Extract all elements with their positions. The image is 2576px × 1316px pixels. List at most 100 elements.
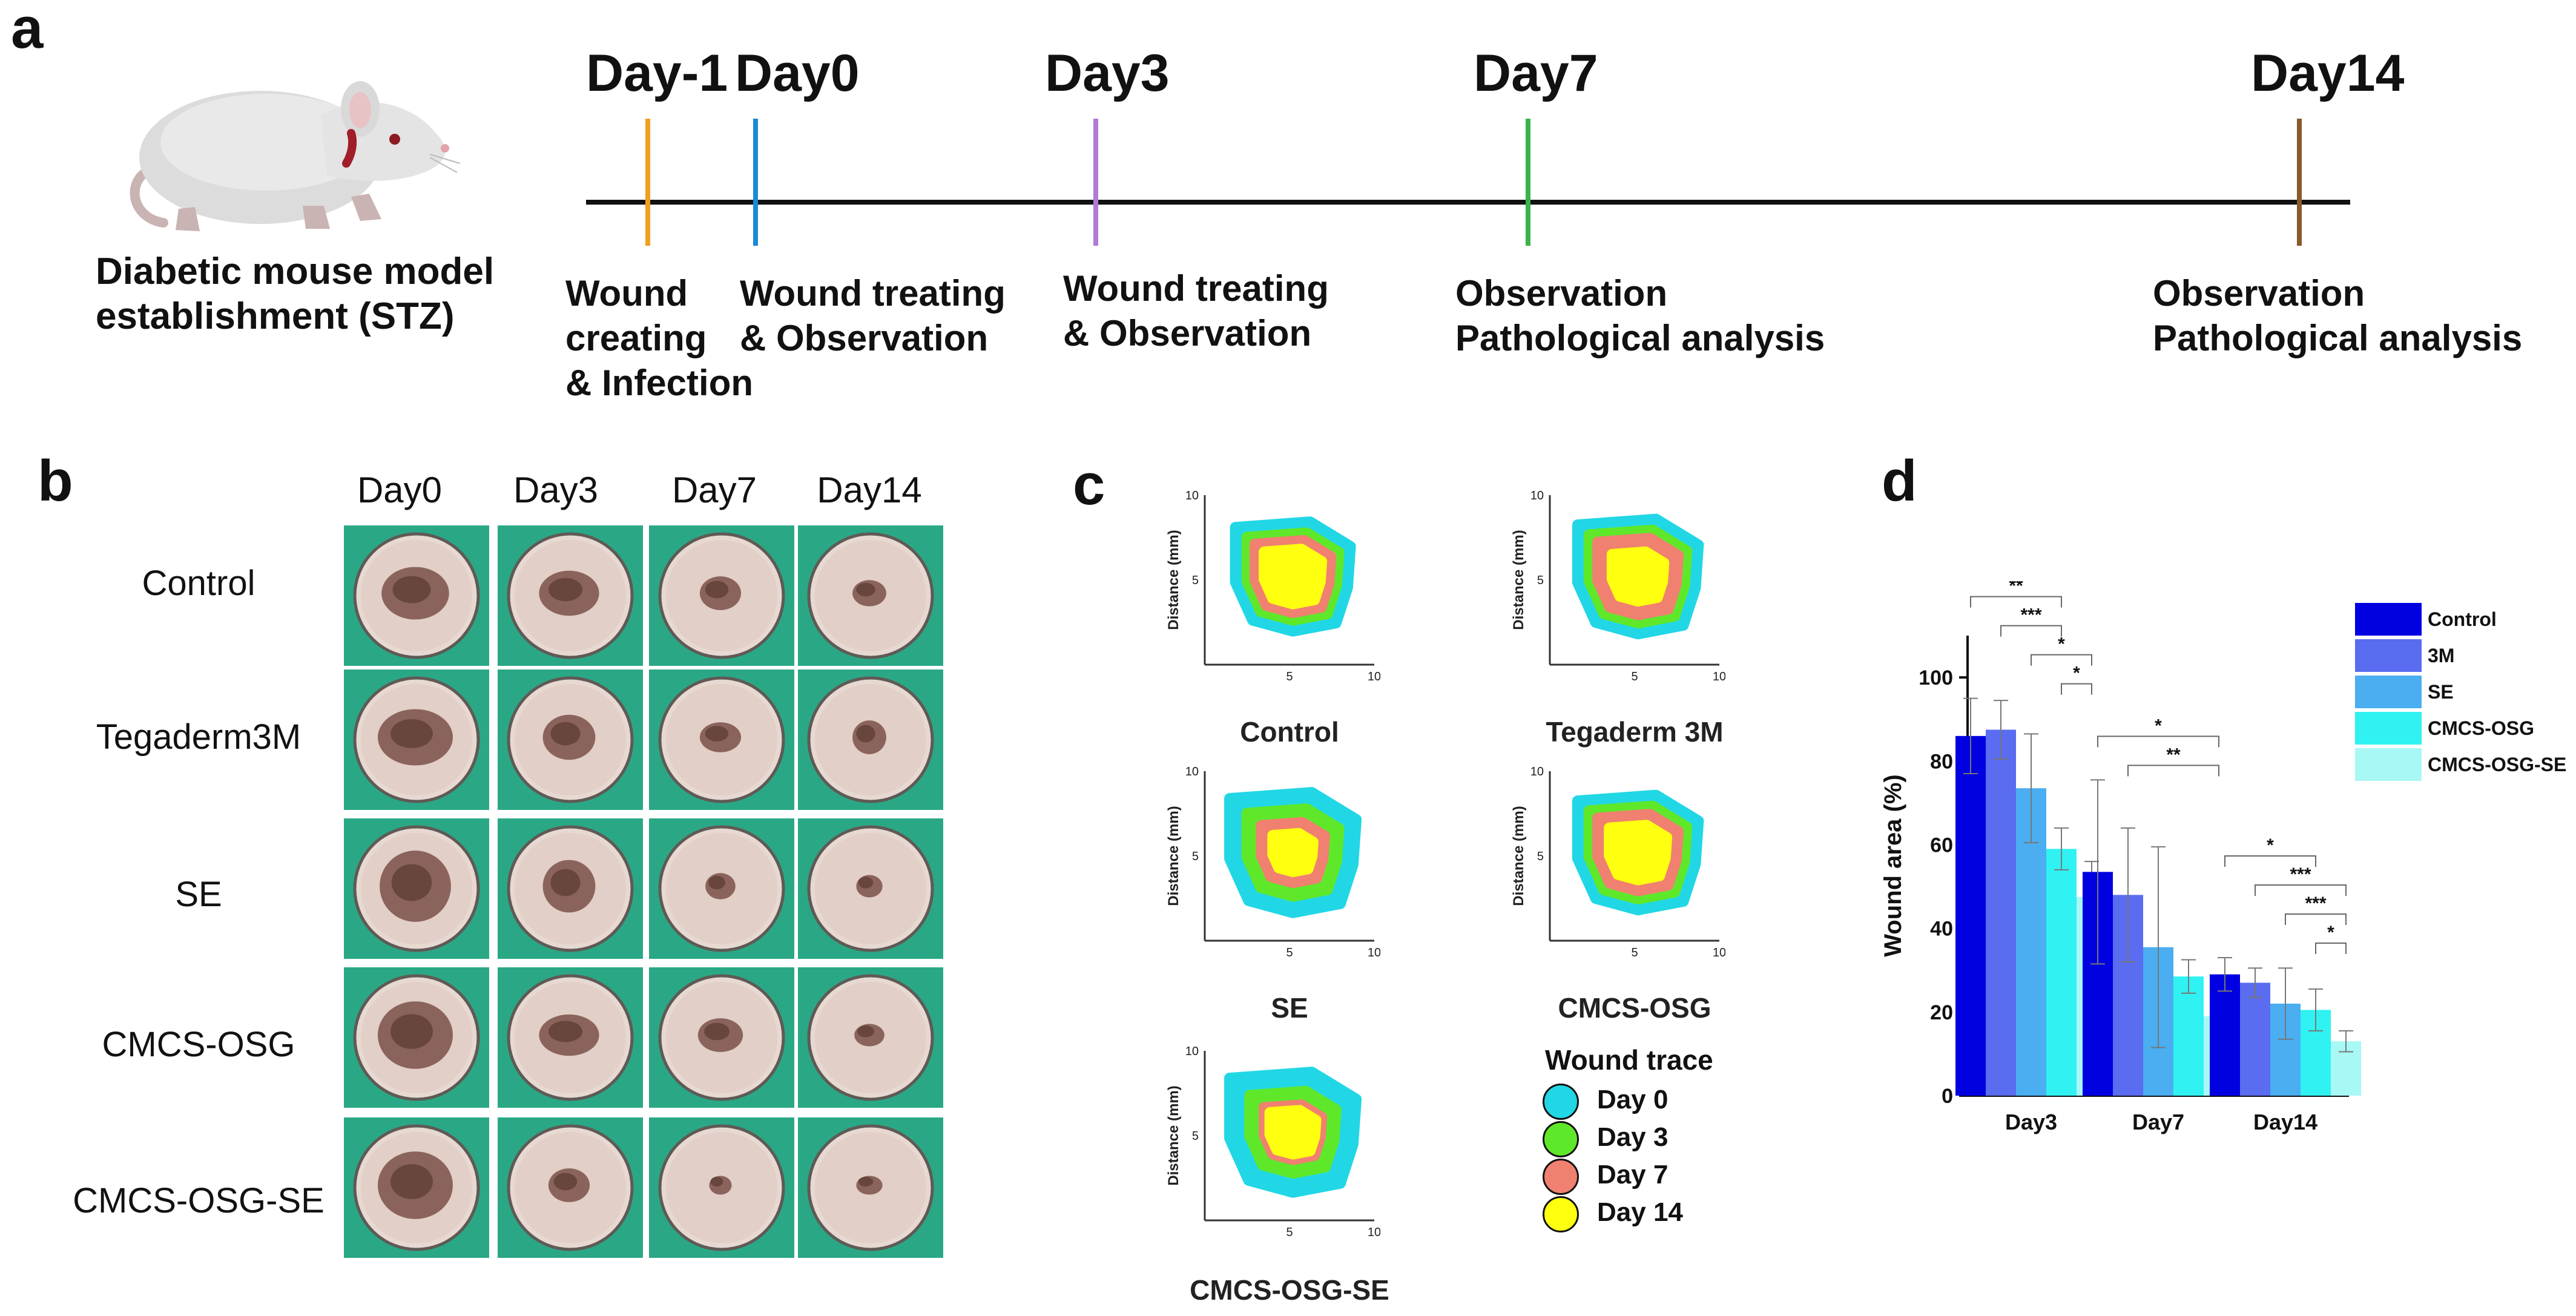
significance-label: * [2058, 634, 2065, 654]
y-axis-label: Wound area (%) [1880, 774, 1906, 957]
tick-day-m1 [645, 119, 650, 246]
significance-bracket [1970, 596, 2062, 608]
tick-day-7 [1526, 119, 1530, 246]
bar [1955, 735, 1986, 1096]
y-tick-label: 60 [1930, 834, 1953, 857]
significance-label: *** [2020, 605, 2041, 625]
wound-photo [649, 525, 794, 666]
trace-plot-name-cmcs-osg-se: CMCS-OSG-SE [1190, 1274, 1389, 1306]
col-header-day7: Day7 [671, 470, 757, 510]
day-label-7: Day7 [1474, 44, 1598, 102]
significance-bracket [2224, 855, 2316, 867]
event-day-14: Observation Pathological analysis [2153, 271, 2522, 361]
wound-photo [344, 525, 489, 666]
model-label-line1: Diabetic mouse model [96, 251, 495, 292]
significance-bracket [2031, 654, 2092, 666]
row-label-cmcs-osg-se: CMCS-OSG-SE [73, 1181, 324, 1220]
y-tick-label: 40 [1930, 918, 1953, 941]
wound-photo [649, 1117, 794, 1258]
significance-bracket [2127, 765, 2219, 777]
event-day-m1-line1: Wound [565, 273, 688, 314]
significance-bracket [2285, 913, 2347, 925]
significance-label: * [2327, 923, 2334, 943]
significance-bracket [2061, 683, 2092, 695]
wound-photo [798, 1117, 943, 1258]
wound-photo [344, 1117, 489, 1258]
event-day-0: Wound treating & Observation [740, 271, 1006, 361]
y-tick-label: 20 [1930, 1001, 1953, 1024]
svg-text:Distance (mm): Distance (mm) [1165, 1085, 1182, 1185]
wound-photo [649, 670, 794, 810]
wound-photo [498, 1117, 643, 1258]
legend-swatch [2355, 748, 2422, 781]
panel-label-d: d [1882, 449, 1917, 513]
trace-legend-swatch-day3 [1543, 1121, 1579, 1157]
event-day-7-line1: Observation [1455, 273, 1668, 314]
event-day-7-line2: Pathological analysis [1455, 318, 1825, 358]
svg-text:5: 5 [1286, 946, 1293, 959]
day-label-0: Day0 [735, 44, 860, 102]
svg-text:Distance (mm): Distance (mm) [1510, 806, 1527, 906]
trace-plot-name-se: SE [1271, 992, 1308, 1024]
svg-text:5: 5 [1631, 946, 1638, 959]
event-day-7: Observation Pathological analysis [1455, 271, 1825, 361]
x-tick-label: Day7 [2132, 1110, 2184, 1134]
svg-text:10: 10 [1368, 1226, 1380, 1239]
panel-label-c: c [1073, 452, 1105, 517]
svg-text:5: 5 [1192, 850, 1199, 863]
bar [2046, 849, 2077, 1096]
svg-text:5: 5 [1286, 1226, 1293, 1239]
wound-photo [649, 967, 794, 1108]
svg-text:Distance (mm): Distance (mm) [1165, 806, 1182, 906]
svg-text:10: 10 [1185, 489, 1199, 502]
bar [2173, 976, 2204, 1096]
significance-label: * [2073, 663, 2080, 683]
svg-text:10: 10 [1185, 1045, 1199, 1058]
significance-bracket [2315, 943, 2347, 954]
wound-photo [798, 967, 943, 1108]
svg-text:Distance (mm): Distance (mm) [1510, 530, 1527, 630]
significance-bracket [2097, 735, 2219, 748]
trace-legend-swatch-day0 [1543, 1084, 1579, 1120]
svg-text:5: 5 [1631, 670, 1638, 683]
trace-legend-title: Wound trace [1545, 1044, 1713, 1076]
legend-swatch [2355, 676, 2422, 708]
svg-text:10: 10 [1185, 765, 1199, 778]
trace-plot-name-control: Control [1240, 716, 1339, 748]
svg-text:10: 10 [1530, 489, 1544, 502]
trace-legend-label-day3: Day 3 [1597, 1122, 1668, 1152]
svg-text:5: 5 [1537, 850, 1544, 863]
event-day-m1-line2: creating [565, 318, 707, 358]
tick-day-14 [2297, 119, 2302, 246]
row-label-cmcs-osg: CMCS-OSG [102, 1025, 295, 1064]
svg-text:5: 5 [1286, 670, 1293, 683]
tick-day-0 [753, 119, 758, 246]
wound-photo [649, 818, 794, 959]
event-day-0-line1: Wound treating [740, 273, 1006, 314]
event-day-3-line1: Wound treating [1063, 268, 1329, 309]
legend-label: 3M [2428, 645, 2454, 666]
y-tick-label: 0 [1942, 1085, 1953, 1108]
wound-photo [344, 818, 489, 959]
day-label-3: Day3 [1045, 44, 1170, 102]
legend-swatch [2355, 639, 2422, 672]
bar [2240, 982, 2270, 1096]
event-day-3: Wound treating & Observation [1063, 266, 1329, 356]
legend-swatch [2355, 603, 2422, 636]
trace-legend-swatch-day7 [1543, 1159, 1579, 1195]
svg-text:Distance (mm): Distance (mm) [1165, 530, 1182, 630]
wound-photo [498, 670, 643, 810]
x-tick-label: Day3 [2005, 1110, 2057, 1134]
trace-plot-name-tegaderm3m: Tegaderm 3M [1546, 716, 1724, 748]
significance-label: * [2267, 835, 2274, 855]
event-day-14-line2: Pathological analysis [2153, 318, 2523, 358]
legend-label: SE [2428, 681, 2454, 703]
wound-photo [798, 670, 943, 810]
bar [1986, 729, 2016, 1096]
svg-text:10: 10 [1368, 946, 1380, 959]
svg-text:10: 10 [1530, 765, 1544, 778]
y-tick-label: 100 [1919, 666, 1953, 689]
